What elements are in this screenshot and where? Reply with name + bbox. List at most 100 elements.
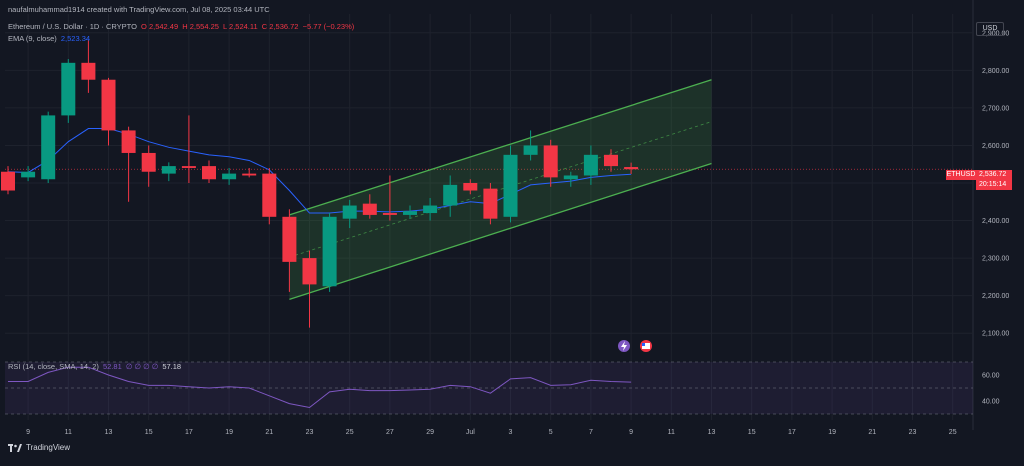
ema-label: EMA (9, close) bbox=[8, 34, 57, 43]
time-tick-label: 9 bbox=[26, 429, 30, 436]
time-tick-label: 17 bbox=[185, 429, 193, 436]
parallel-channel bbox=[289, 79, 712, 301]
creator-text: naufalmuhammad1914 created with TradingV… bbox=[8, 5, 270, 14]
candle-body bbox=[121, 130, 136, 153]
candle bbox=[543, 139, 558, 187]
time-tick-label: 17 bbox=[788, 429, 796, 436]
lightning-event-icon[interactable] bbox=[618, 340, 630, 352]
ohlc-change: −5.77 (−0.23%) bbox=[302, 22, 355, 31]
candle bbox=[382, 175, 397, 221]
candle bbox=[1, 166, 15, 195]
time-tick-label: 13 bbox=[708, 429, 716, 436]
flag-event-icon[interactable] bbox=[640, 340, 652, 352]
price-tick-label: 2,100.00 bbox=[982, 331, 1009, 338]
candles bbox=[1, 40, 639, 328]
candle bbox=[61, 59, 76, 123]
candle-body bbox=[302, 258, 317, 285]
candle bbox=[181, 115, 196, 183]
candle-body bbox=[141, 152, 156, 172]
price-tick-label: 2,800.00 bbox=[982, 68, 1009, 75]
rsi-pane: 60.00 40.00 bbox=[5, 361, 1000, 415]
candle bbox=[141, 145, 156, 187]
ohlc-low: L 2,524.11 bbox=[223, 22, 258, 31]
symbol-legend[interactable]: Ethereum / U.S. Dollar · 1D · CRYPTO O 2… bbox=[8, 22, 356, 31]
price-tick-label: 2,400.00 bbox=[982, 218, 1009, 225]
candle bbox=[302, 250, 317, 328]
candle-body bbox=[101, 79, 116, 131]
rsi-series bbox=[8, 366, 632, 409]
currency-button[interactable]: USD bbox=[976, 22, 1004, 36]
price-tick-label: 2,300.00 bbox=[982, 256, 1009, 263]
candle-body bbox=[342, 205, 357, 219]
candle bbox=[101, 77, 116, 146]
time-tick-label: 11 bbox=[668, 429, 675, 436]
candle-body bbox=[262, 173, 277, 217]
candle bbox=[443, 175, 458, 217]
price-tick-label: 2,900.00 bbox=[982, 30, 1009, 37]
price-tick-label: 2,700.00 bbox=[982, 105, 1009, 112]
price-tick-label: 2,200.00 bbox=[982, 293, 1009, 300]
time-tick-label: 23 bbox=[909, 429, 917, 436]
time-tick-label: 25 bbox=[346, 429, 354, 436]
candle-body bbox=[61, 62, 76, 116]
candle-body bbox=[161, 166, 176, 174]
channel-mid-line bbox=[289, 121, 712, 258]
ema-value: 2,523.34 bbox=[60, 34, 91, 43]
time-tick-label: 23 bbox=[306, 429, 314, 436]
candle-body bbox=[41, 115, 56, 180]
candle-body bbox=[21, 171, 36, 178]
candle bbox=[121, 126, 136, 202]
time-tick-label: 15 bbox=[145, 429, 153, 436]
footer-brand[interactable]: TradingView bbox=[8, 443, 70, 452]
candle bbox=[483, 183, 498, 225]
candle-body bbox=[403, 211, 417, 215]
rsi-legend[interactable]: RSI (14, close, SMA, 14, 2) 52.81 ∅ ∅ ∅ … bbox=[8, 362, 183, 371]
candle-body bbox=[523, 145, 538, 155]
rsi-tick-label: 40.00 bbox=[982, 399, 1000, 406]
time-tick-label: 25 bbox=[949, 429, 957, 436]
rsi-tick-label: 60.00 bbox=[982, 373, 1000, 380]
price-tick-label: 2,600.00 bbox=[982, 143, 1009, 150]
candle bbox=[624, 162, 639, 174]
candle bbox=[322, 213, 337, 292]
candle bbox=[403, 205, 417, 219]
symbol-price-tag: ETHUSD bbox=[946, 170, 976, 180]
time-tick-label: 7 bbox=[589, 429, 593, 436]
candle bbox=[342, 199, 357, 229]
channel-fill bbox=[289, 79, 712, 300]
time-tick-label: Jul bbox=[466, 429, 475, 436]
ohlc-close: C 2,536.72 bbox=[261, 22, 299, 31]
time-tick-label: 13 bbox=[105, 429, 113, 436]
candle-body bbox=[322, 216, 337, 287]
last-price-tag: 2,536.72 bbox=[976, 170, 1012, 180]
time-tick-label: 19 bbox=[828, 429, 836, 436]
candle-body bbox=[624, 167, 639, 170]
candle bbox=[21, 166, 36, 182]
rsi-value-a: 52.81 bbox=[102, 362, 122, 371]
candle bbox=[583, 145, 598, 185]
channel-upper-line bbox=[289, 79, 712, 216]
event-icons bbox=[618, 340, 652, 352]
candle bbox=[282, 209, 297, 292]
time-tick-label: 5 bbox=[549, 429, 553, 436]
brand-name: TradingView bbox=[26, 443, 71, 452]
candle-body bbox=[604, 154, 618, 167]
countdown-tag: 20:15:14 bbox=[976, 180, 1012, 190]
candle-body bbox=[503, 154, 518, 217]
candle-body bbox=[382, 213, 397, 215]
candle bbox=[242, 167, 257, 178]
candle-body bbox=[282, 216, 297, 262]
ema-legend[interactable]: EMA (9, close) 2,523.34 bbox=[8, 34, 92, 43]
rsi-value-b: 57.18 bbox=[162, 362, 182, 371]
candle-body bbox=[362, 203, 377, 215]
candle-body bbox=[181, 166, 196, 168]
candle-body bbox=[1, 171, 15, 191]
time-tick-label: 15 bbox=[748, 429, 756, 436]
candle bbox=[362, 194, 377, 219]
candle-body bbox=[463, 183, 478, 191]
candle-body bbox=[222, 173, 237, 180]
time-tick-label: 11 bbox=[65, 429, 72, 436]
candle-body bbox=[423, 205, 438, 214]
